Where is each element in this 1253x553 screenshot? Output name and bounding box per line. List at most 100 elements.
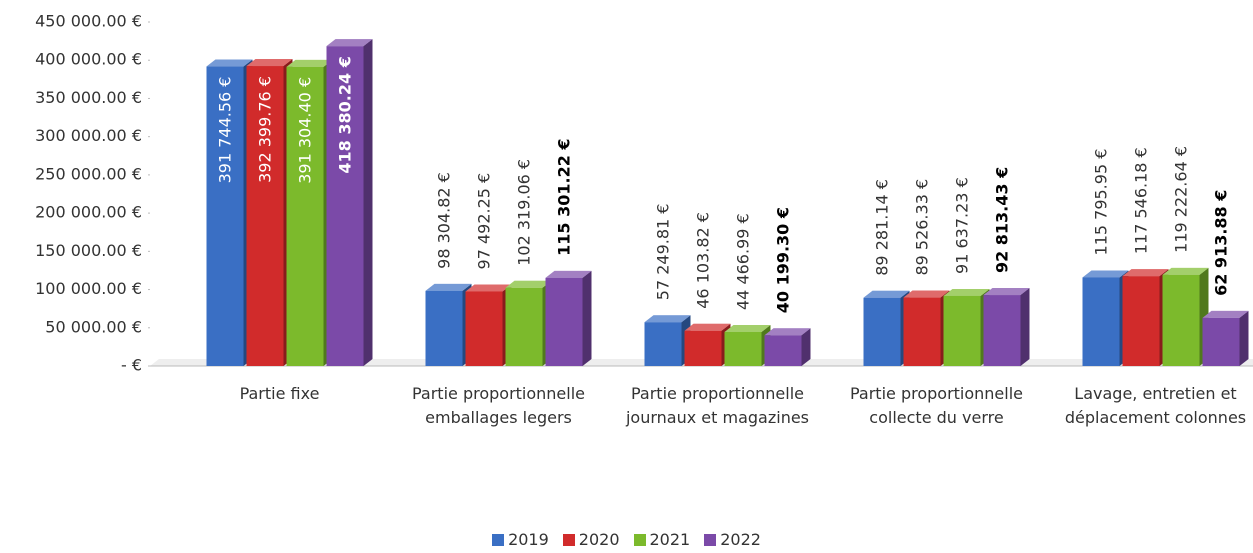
data-label: 46 103.82 € [694,212,713,309]
y-tick-label: 350 000.00 € [35,88,142,107]
data-label: 40 199.30 € [774,207,793,313]
bar [724,332,762,366]
bar-top-shade [465,284,512,292]
bar-top [286,59,333,67]
bar [644,322,682,366]
x-tick-label: Partie proportionnelle journaux et magaz… [625,384,810,427]
bar-top-shade [1122,269,1169,277]
bar-top-shade [1202,310,1249,318]
data-label: 97 492.25 € [475,173,494,270]
bar [465,291,503,366]
bar-top-shade [505,280,552,288]
y-tick-label: 400 000.00 € [35,50,142,69]
bar [1082,277,1120,366]
bar-side-shade [582,270,592,366]
bar [326,46,364,367]
data-label: 117 546.18 € [1132,147,1151,254]
bar-top-shade [545,270,592,278]
bar [425,290,463,366]
bar-top [764,328,811,336]
legend-swatch [562,533,575,546]
bar-top-shade [983,288,1030,296]
data-label: 92 813.43 € [993,167,1012,273]
legend: 2019 2020 2021 2022 [0,530,1253,549]
bar-top-shade [644,315,691,323]
x-tick-label: Lavage, entretien et déplacement colonne… [1064,384,1247,427]
bar-top [425,283,472,291]
bar-top-shade [246,59,293,67]
y-tick-label: 300 000.00 € [35,126,142,145]
data-label: 62 913.88 € [1212,190,1231,296]
bar-top-shade [425,283,472,291]
bar-top [326,39,373,47]
bar [1162,274,1200,366]
bar-top [1162,267,1209,275]
data-label: 391 744.56 € [216,77,235,184]
bar-side [582,270,592,366]
data-label: 57 249.81 € [654,204,673,301]
legend-swatch [633,533,646,546]
x-tick-label: Partie proportionnelle emballages legers [411,384,586,427]
bar-top [644,315,691,323]
bar-top [1122,269,1169,277]
bar [545,277,583,366]
bar [1202,317,1240,366]
bar [1122,276,1160,366]
y-tick-label: 450 000.00 € [35,12,142,31]
bar [764,335,802,366]
data-label: 91 637.23 € [953,177,972,274]
bar-top [943,288,990,296]
bar-top [724,325,771,333]
bar-top [983,288,1030,296]
bar-top-shade [206,59,253,67]
bar-top [505,280,552,288]
bar [505,287,543,366]
legend-item: 2020 [562,530,620,549]
data-label: 115 795.95 € [1092,149,1111,256]
y-tick-label: 250 000.00 € [35,164,142,183]
bar-top [684,323,731,331]
legend-label: 2021 [649,530,691,549]
bar [206,66,244,366]
bar [943,295,981,366]
legend-item: 2019 [492,530,549,549]
bar-top-shade [764,328,811,336]
bar-side [363,39,373,367]
bar-top [1082,270,1129,278]
bar [246,66,284,367]
data-label: 391 304.40 € [296,77,315,184]
bar-top [545,270,592,278]
legend-item: 2022 [704,530,761,549]
bar-side [1020,288,1030,366]
legend-label: 2022 [720,530,761,549]
y-tick-label: - € [121,356,142,375]
y-tick-label: 100 000.00 € [35,279,142,298]
bar-side-shade [801,328,811,366]
legend-swatch [704,533,717,546]
bar-top-shade [326,39,373,47]
bar [983,295,1021,366]
bar-top [863,290,910,298]
bar [903,297,941,366]
bar-side-shade [1239,310,1249,366]
bar-side [1239,310,1249,366]
legend-label: 2020 [578,530,620,549]
data-label: 89 526.33 € [913,179,932,276]
y-tick-label: 150 000.00 € [35,241,142,260]
bar-top-shade [943,288,990,296]
bar-top-shade [1082,270,1129,278]
bar-top-shade [684,323,731,331]
bar-side [801,328,811,366]
bar-top [1202,310,1249,318]
data-label: 98 304.82 € [435,172,454,269]
y-tick-label: 50 000.00 € [45,317,142,336]
data-label: 392 399.76 € [256,76,275,183]
data-label: 102 319.06 € [515,159,534,266]
bar-top-shade [903,290,950,298]
x-tick-label: Partie fixe [239,384,320,403]
data-label: 115 301.22 € [555,138,574,255]
bar-top-shade [1162,267,1209,275]
bar-top [246,59,293,67]
bar [863,297,901,366]
